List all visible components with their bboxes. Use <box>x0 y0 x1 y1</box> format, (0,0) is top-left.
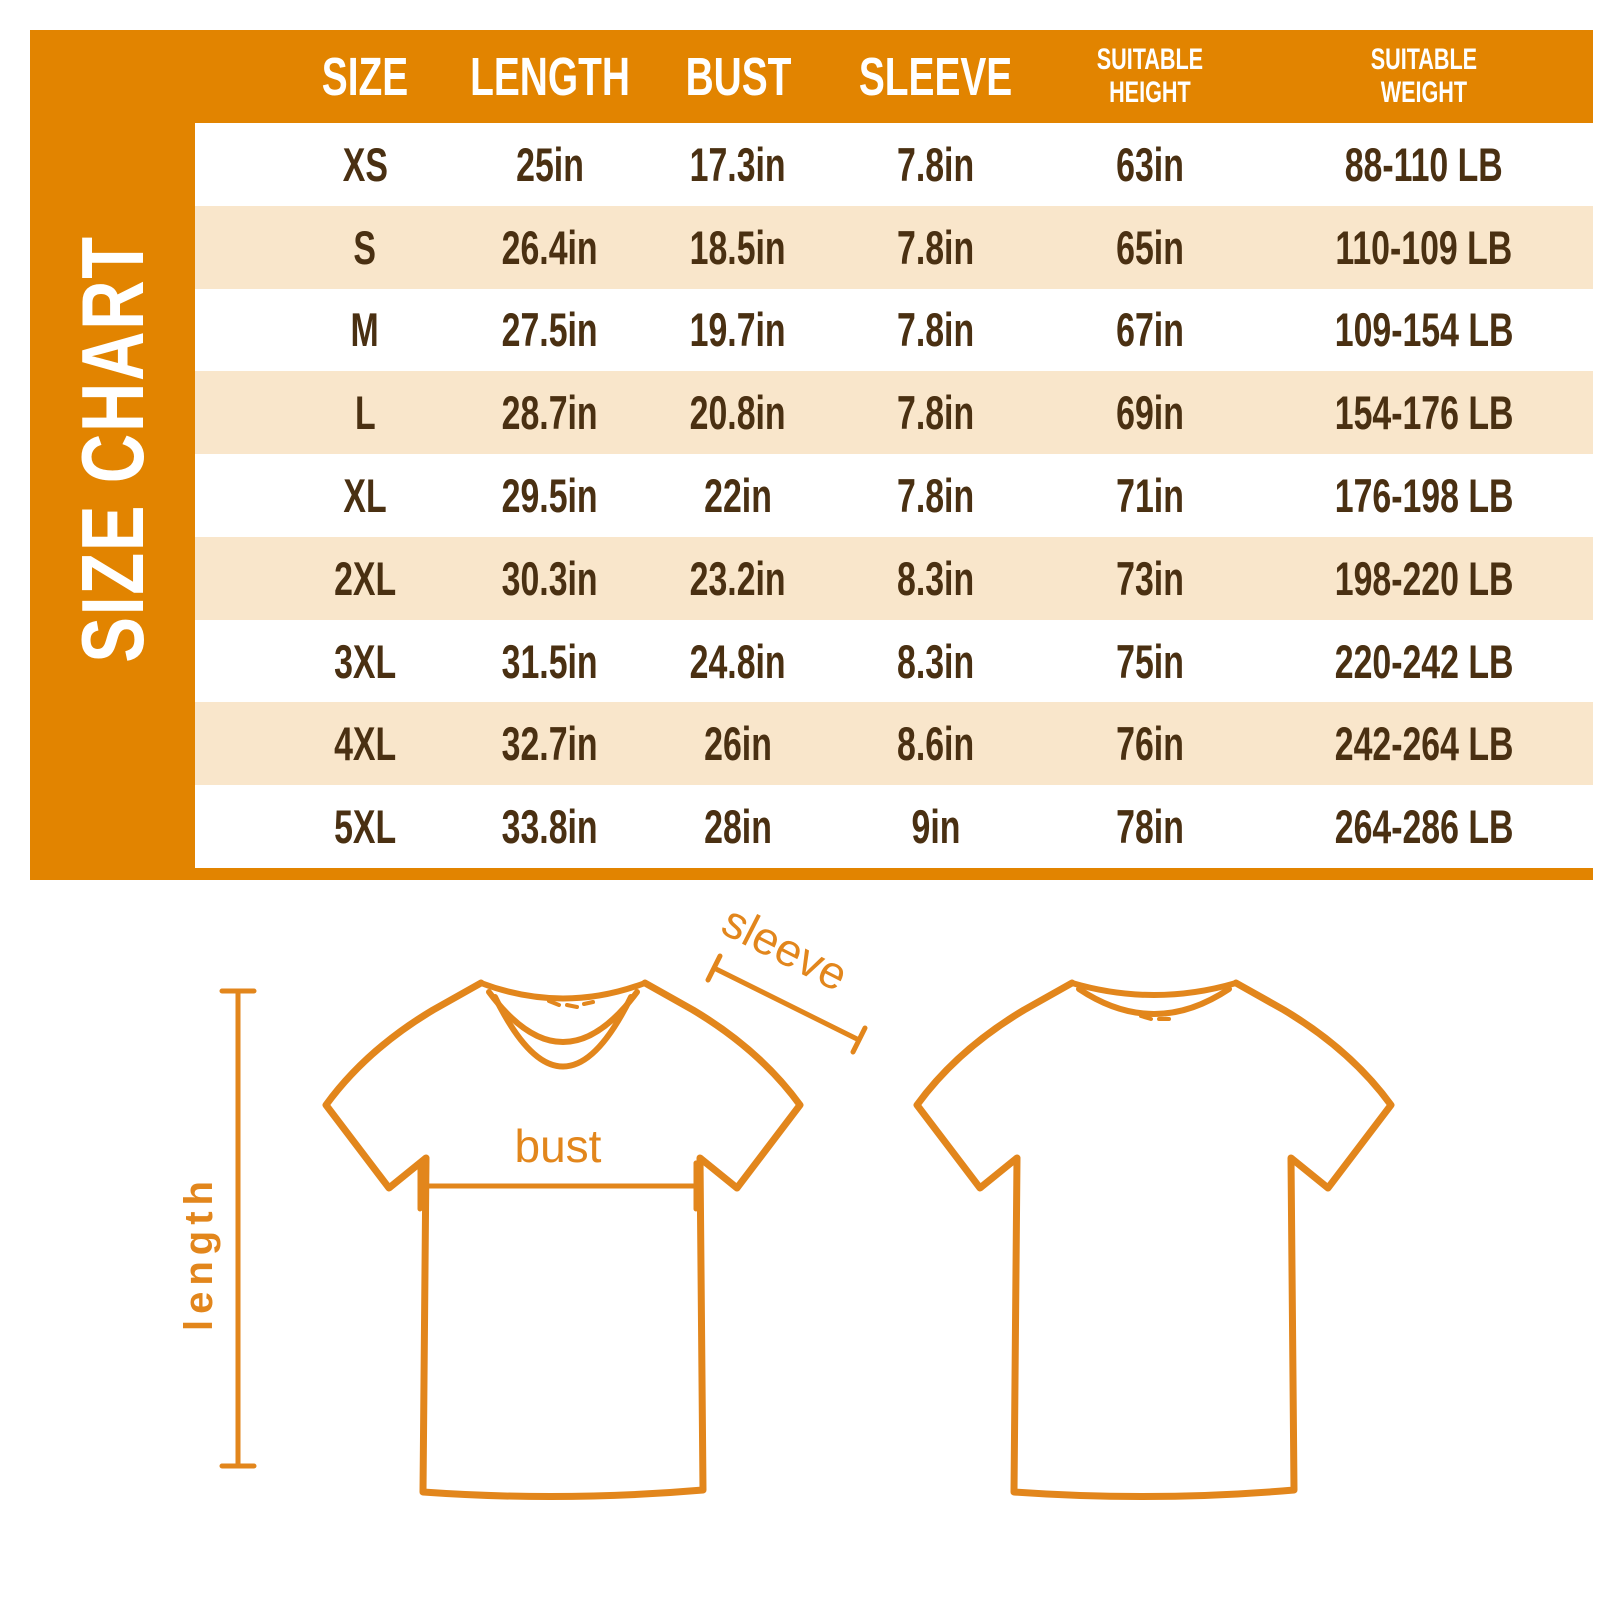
bust-value: 24.8in <box>690 634 786 688</box>
size-value: 4XL <box>333 717 397 771</box>
height-value: 63in <box>1116 137 1184 191</box>
size-value: XL <box>343 468 387 522</box>
height-value: 65in <box>1116 220 1184 274</box>
weight-value: 242-264 LB <box>1334 717 1514 771</box>
header-sleeve: SLEEVE <box>859 46 1013 107</box>
size-value: M <box>350 303 380 357</box>
tshirt-back-outline <box>913 979 1395 1501</box>
table-row: 3XL 31.5in 24.8in 8.3in 75in 220-242 LB <box>195 619 1593 703</box>
length-value: 26.4in <box>502 220 598 274</box>
height-value: 73in <box>1116 551 1184 605</box>
weight-value: 88-110 LB <box>1344 137 1504 191</box>
table-row: S 26.4in 18.5in 7.8in 65in 110-109 LB <box>195 205 1593 289</box>
sleeve-value: 7.8in <box>897 468 975 522</box>
sleeve-value: 9in <box>911 800 961 854</box>
sleeve-value: 7.8in <box>897 303 975 357</box>
length-measure-line <box>219 988 257 1469</box>
table-row: 5XL 33.8in 28in 9in 78in 264-286 LB <box>195 785 1593 868</box>
table-row: 2XL 30.3in 23.2in 8.3in 73in 198-220 LB <box>195 536 1593 620</box>
bust-value: 26in <box>704 717 772 771</box>
bust-measure-line <box>417 1160 699 1212</box>
size-chart-panel: SIZE CHART SIZE LENGTH BUST SLEEVE SUITA… <box>30 30 1593 880</box>
sleeve-value: 8.6in <box>897 717 975 771</box>
length-value: 29.5in <box>502 468 598 522</box>
header-suitable-height: SUITABLE HEIGHT <box>1096 43 1204 109</box>
header-suitable-weight: SUITABLE WEIGHT <box>1370 43 1478 109</box>
sleeve-value: 8.3in <box>897 634 975 688</box>
tshirt-measurement-diagram: length bust sleeve <box>0 894 1600 1600</box>
sleeve-value: 8.3in <box>897 551 975 605</box>
bust-value: 22in <box>704 468 772 522</box>
table-row: M 27.5in 19.7in 7.8in 67in 109-154 LB <box>195 288 1593 372</box>
height-value: 78in <box>1116 800 1184 854</box>
header-bust: BUST <box>685 46 791 107</box>
bust-label: bust <box>515 1120 602 1172</box>
length-value: 25in <box>516 137 584 191</box>
bust-value: 19.7in <box>690 303 786 357</box>
weight-value: 176-198 LB <box>1334 468 1514 522</box>
table-row: 4XL 32.7in 26in 8.6in 76in 242-264 LB <box>195 702 1593 786</box>
bust-value: 18.5in <box>690 220 786 274</box>
tshirt-front-outline <box>322 979 804 1501</box>
height-value: 76in <box>1116 717 1184 771</box>
height-value: 67in <box>1116 303 1184 357</box>
length-label: length <box>177 1175 221 1331</box>
header-length: LENGTH <box>470 46 630 107</box>
length-value: 33.8in <box>502 800 598 854</box>
header-size: SIZE <box>321 46 409 107</box>
length-value: 30.3in <box>502 551 598 605</box>
table-header-row: SIZE LENGTH BUST SLEEVE SUITABLE HEIGHT S… <box>195 30 1593 123</box>
sleeve-label: sleeve <box>714 900 856 1001</box>
weight-value: 220-242 LB <box>1334 634 1514 688</box>
bust-value: 20.8in <box>690 386 786 440</box>
size-chart-vertical-banner: SIZE CHART <box>30 30 195 868</box>
sleeve-value: 7.8in <box>897 386 975 440</box>
size-value: 5XL <box>333 800 397 854</box>
size-chart-title: SIZE CHART <box>62 235 162 663</box>
sleeve-measure-line <box>705 953 868 1055</box>
sleeve-value: 7.8in <box>897 220 975 274</box>
height-value: 71in <box>1116 468 1184 522</box>
sleeve-value: 7.8in <box>897 137 975 191</box>
length-value: 28.7in <box>502 386 598 440</box>
weight-value: 264-286 LB <box>1334 800 1514 854</box>
size-value: 2XL <box>333 551 397 605</box>
weight-value: 109-154 LB <box>1334 303 1514 357</box>
weight-value: 198-220 LB <box>1334 551 1514 605</box>
size-value: L <box>354 386 376 440</box>
weight-value: 154-176 LB <box>1334 386 1514 440</box>
size-value: S <box>353 220 377 274</box>
height-value: 75in <box>1116 634 1184 688</box>
length-value: 32.7in <box>502 717 598 771</box>
bust-value: 17.3in <box>690 137 786 191</box>
table-row: L 28.7in 20.8in 7.8in 69in 154-176 LB <box>195 371 1593 455</box>
weight-value: 110-109 LB <box>1335 220 1513 274</box>
length-value: 27.5in <box>502 303 598 357</box>
height-value: 69in <box>1116 386 1184 440</box>
table-row: XS 25in 17.3in 7.8in 63in 88-110 LB <box>195 123 1593 206</box>
table-row: XL 29.5in 22in 7.8in 71in 176-198 LB <box>195 454 1593 537</box>
length-value: 31.5in <box>502 634 598 688</box>
size-value: XS <box>342 137 388 191</box>
bust-value: 28in <box>704 800 772 854</box>
size-value: 3XL <box>333 634 397 688</box>
table-body: XS 25in 17.3in 7.8in 63in 88-110 LB S 26… <box>195 123 1593 868</box>
bust-value: 23.2in <box>690 551 786 605</box>
